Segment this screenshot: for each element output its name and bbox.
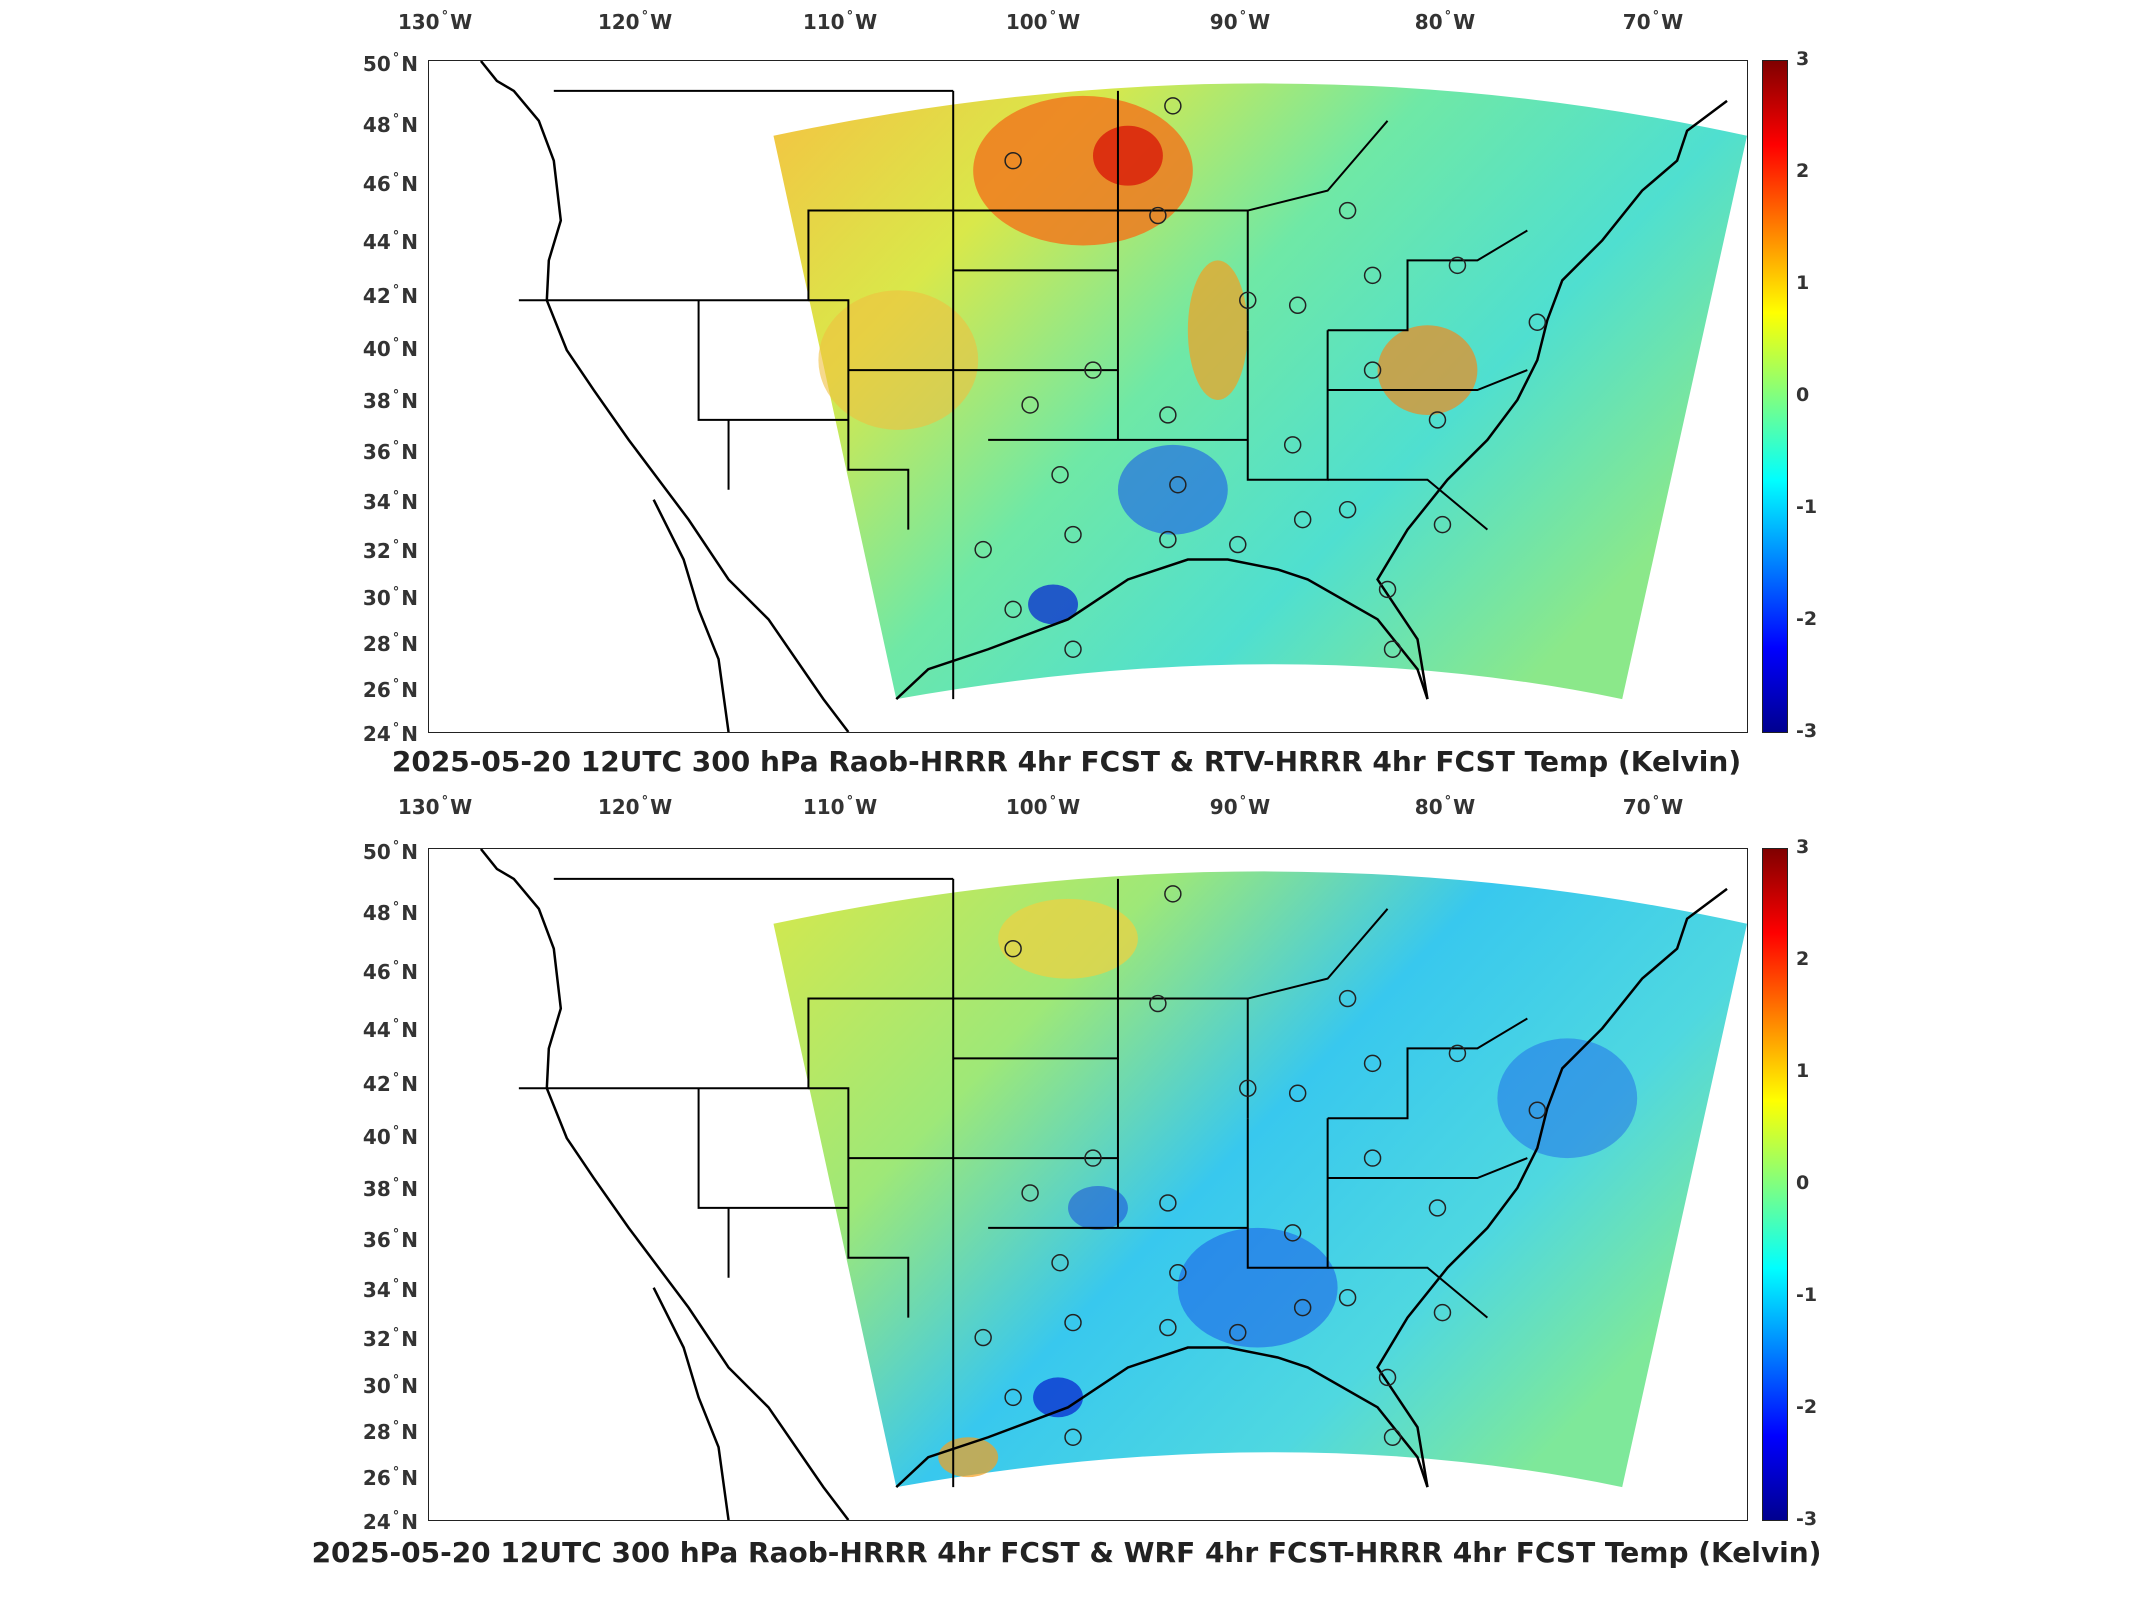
lon-label: 70 ° W <box>1622 9 1684 34</box>
lat-label: 36 ° N <box>362 439 418 464</box>
lon-label: 80 ° W <box>1414 9 1476 34</box>
warm-anomaly <box>998 898 1138 979</box>
lat-label: 46 ° N <box>362 959 418 984</box>
lat-label: 38 ° N <box>362 388 418 413</box>
lat-label: 32 ° N <box>362 538 418 563</box>
colorbar-tick: 3 <box>1796 836 1810 858</box>
lat-label: 28 ° N <box>362 631 418 656</box>
coastlines <box>479 849 1728 1520</box>
cool-anomaly <box>1033 1377 1084 1418</box>
lon-label: 80 ° W <box>1414 794 1476 819</box>
lat-label: 32 ° N <box>362 1326 418 1351</box>
map-top <box>479 61 1747 732</box>
lat-label: 48 ° N <box>362 112 418 137</box>
lon-label: 110 ° W <box>802 9 878 34</box>
colorbar-tick: 0 <box>1796 384 1810 406</box>
colorbar-tick: -3 <box>1796 1508 1818 1530</box>
lon-label: 120 ° W <box>597 794 673 819</box>
data-field <box>773 83 1747 700</box>
colorbar-tick: -1 <box>1796 496 1818 518</box>
colorbar-tick: 1 <box>1796 1060 1810 1082</box>
lat-label: 34 ° N <box>362 489 418 514</box>
warm-anomaly <box>1092 125 1163 186</box>
lat-label: 50 ° N <box>362 839 418 864</box>
lat-label: 40 ° N <box>362 1124 418 1149</box>
lat-label: 30 ° N <box>362 1373 418 1398</box>
lat-label: 34 ° N <box>362 1277 418 1302</box>
colorbar-bottom <box>1762 848 1788 1521</box>
colorbar-tick: 2 <box>1796 948 1810 970</box>
coastlines <box>479 61 1728 732</box>
lon-label: 100 ° W <box>1005 9 1081 34</box>
lon-label: 120 ° W <box>597 9 673 34</box>
state-boundaries <box>518 89 1528 700</box>
raob-stations <box>974 97 1547 658</box>
lat-label: 42 ° N <box>362 283 418 308</box>
lon-label: 90 ° W <box>1209 794 1271 819</box>
lat-label: 42 ° N <box>362 1071 418 1096</box>
lon-label: 100 ° W <box>1005 794 1081 819</box>
lat-label: 50 ° N <box>362 51 418 76</box>
warm-anomaly <box>1377 325 1478 415</box>
lat-label: 44 ° N <box>362 229 418 254</box>
raob-stations <box>974 885 1547 1446</box>
cool-anomaly <box>1177 1227 1338 1348</box>
lon-label: 70 ° W <box>1622 794 1684 819</box>
lat-label: 24 ° N <box>362 1509 418 1534</box>
panel-title: 2025-05-20 12UTC 300 hPa Raob-HRRR 4hr F… <box>391 745 1742 778</box>
colorbar-tick: 0 <box>1796 1172 1810 1194</box>
lat-label: 26 ° N <box>362 677 418 702</box>
lon-label: 110 ° W <box>802 794 878 819</box>
lat-label: 48 ° N <box>362 900 418 925</box>
warm-anomaly <box>818 290 979 430</box>
lon-label: 130 ° W <box>397 794 473 819</box>
lat-label: 46 ° N <box>362 171 418 196</box>
colorbar-tick: -2 <box>1796 1396 1818 1418</box>
colorbar-top <box>1762 60 1788 733</box>
colorbar-tick: 1 <box>1796 272 1810 294</box>
colorbar-tick: -3 <box>1796 720 1818 742</box>
map-frame-top <box>428 60 1748 733</box>
lat-label: 44 ° N <box>362 1017 418 1042</box>
lat-label: 36 ° N <box>362 1227 418 1252</box>
cool-anomaly <box>1068 1185 1128 1230</box>
lon-label: 130 ° W <box>397 9 473 34</box>
lat-label: 24 ° N <box>362 721 418 746</box>
lat-label: 40 ° N <box>362 336 418 361</box>
lat-label: 30 ° N <box>362 585 418 610</box>
cool-anomaly <box>1117 444 1228 535</box>
colorbar-tick: -2 <box>1796 608 1818 630</box>
lat-label: 26 ° N <box>362 1465 418 1490</box>
lat-label: 28 ° N <box>362 1419 418 1444</box>
panel-title: 2025-05-20 12UTC 300 hPa Raob-HRRR 4hr F… <box>311 1536 1822 1569</box>
colorbar-tick: -1 <box>1796 1284 1818 1306</box>
cool-anomaly <box>1497 1038 1638 1159</box>
colorbar-tick: 3 <box>1796 48 1810 70</box>
warm-anomaly <box>1187 260 1248 400</box>
state-boundaries <box>518 877 1528 1488</box>
map-bottom <box>479 849 1747 1520</box>
map-frame-bottom <box>428 848 1748 1521</box>
data-field <box>773 871 1747 1488</box>
lat-label: 38 ° N <box>362 1176 418 1201</box>
colorbar-tick: 2 <box>1796 160 1810 182</box>
lon-label: 90 ° W <box>1209 9 1271 34</box>
cool-anomaly <box>1028 584 1079 625</box>
